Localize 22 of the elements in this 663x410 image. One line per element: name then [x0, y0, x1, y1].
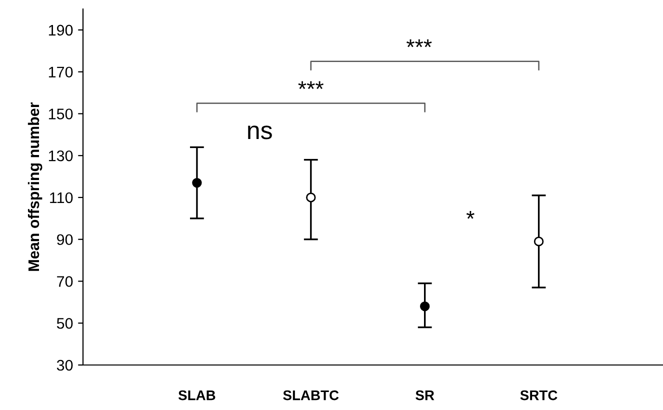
y-tick-label: 110 — [50, 192, 73, 204]
point — [306, 192, 316, 202]
y-tick-label: 90 — [57, 234, 73, 246]
y-tick-label: 30 — [56, 360, 73, 371]
annotation: *** — [406, 39, 432, 48]
x-tick-label: SR — [416, 390, 434, 400]
y-tick-label: 130 — [48, 150, 73, 162]
point — [420, 302, 430, 312]
x-tick-label: SRTC — [520, 390, 558, 400]
y-tick-label: 70 — [57, 276, 73, 287]
annotation: *** — [298, 81, 324, 90]
y-tick-label: 150 — [48, 108, 73, 120]
y-tick-label: 50 — [56, 318, 73, 329]
annotation: * — [466, 210, 474, 219]
point — [192, 178, 202, 188]
x-tick-label: SLAB — [178, 390, 216, 400]
y-tick-label: 170 — [48, 66, 73, 78]
y-tick-label: 190 — [48, 24, 73, 36]
point — [534, 236, 544, 246]
x-tick-label: SLABTC — [283, 390, 339, 400]
y-axis-title: Mean offspring number — [28, 102, 42, 271]
annotation: ns — [248, 126, 272, 140]
